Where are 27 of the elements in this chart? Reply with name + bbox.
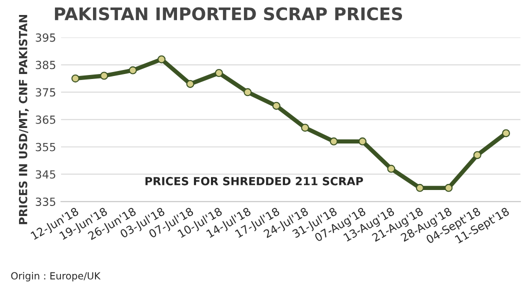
point — [444, 184, 453, 192]
point — [158, 55, 166, 64]
y-tick-label: 335 — [36, 198, 56, 206]
point — [301, 124, 310, 132]
point — [100, 72, 108, 80]
text: Origin : Europe/UK — [11, 272, 101, 282]
point — [358, 137, 366, 146]
point — [330, 137, 338, 146]
point — [71, 74, 80, 82]
point — [502, 129, 510, 138]
y-axis-title: PRICES IN USD/MT, CNF PAKISTAN — [18, 14, 29, 224]
y-tick-label: 365 — [36, 115, 56, 124]
y-tick-label: 375 — [36, 88, 56, 97]
point — [186, 80, 194, 88]
annotation: PRICES FOR SHREDDED 211 SCRAP — [146, 176, 364, 186]
point — [272, 102, 280, 110]
y-tick-label: 395 — [36, 33, 56, 42]
point — [416, 184, 424, 192]
point — [128, 66, 137, 74]
y-tick-label: 385 — [36, 60, 56, 70]
point — [214, 69, 223, 77]
y-tick-label: 355 — [36, 142, 56, 152]
chart-title: PAKISTAN IMPORTED SCRAP PRICES — [54, 7, 402, 20]
point — [473, 151, 482, 160]
point — [244, 88, 252, 96]
point — [387, 164, 396, 173]
y-tick-label: 345 — [36, 170, 56, 179]
